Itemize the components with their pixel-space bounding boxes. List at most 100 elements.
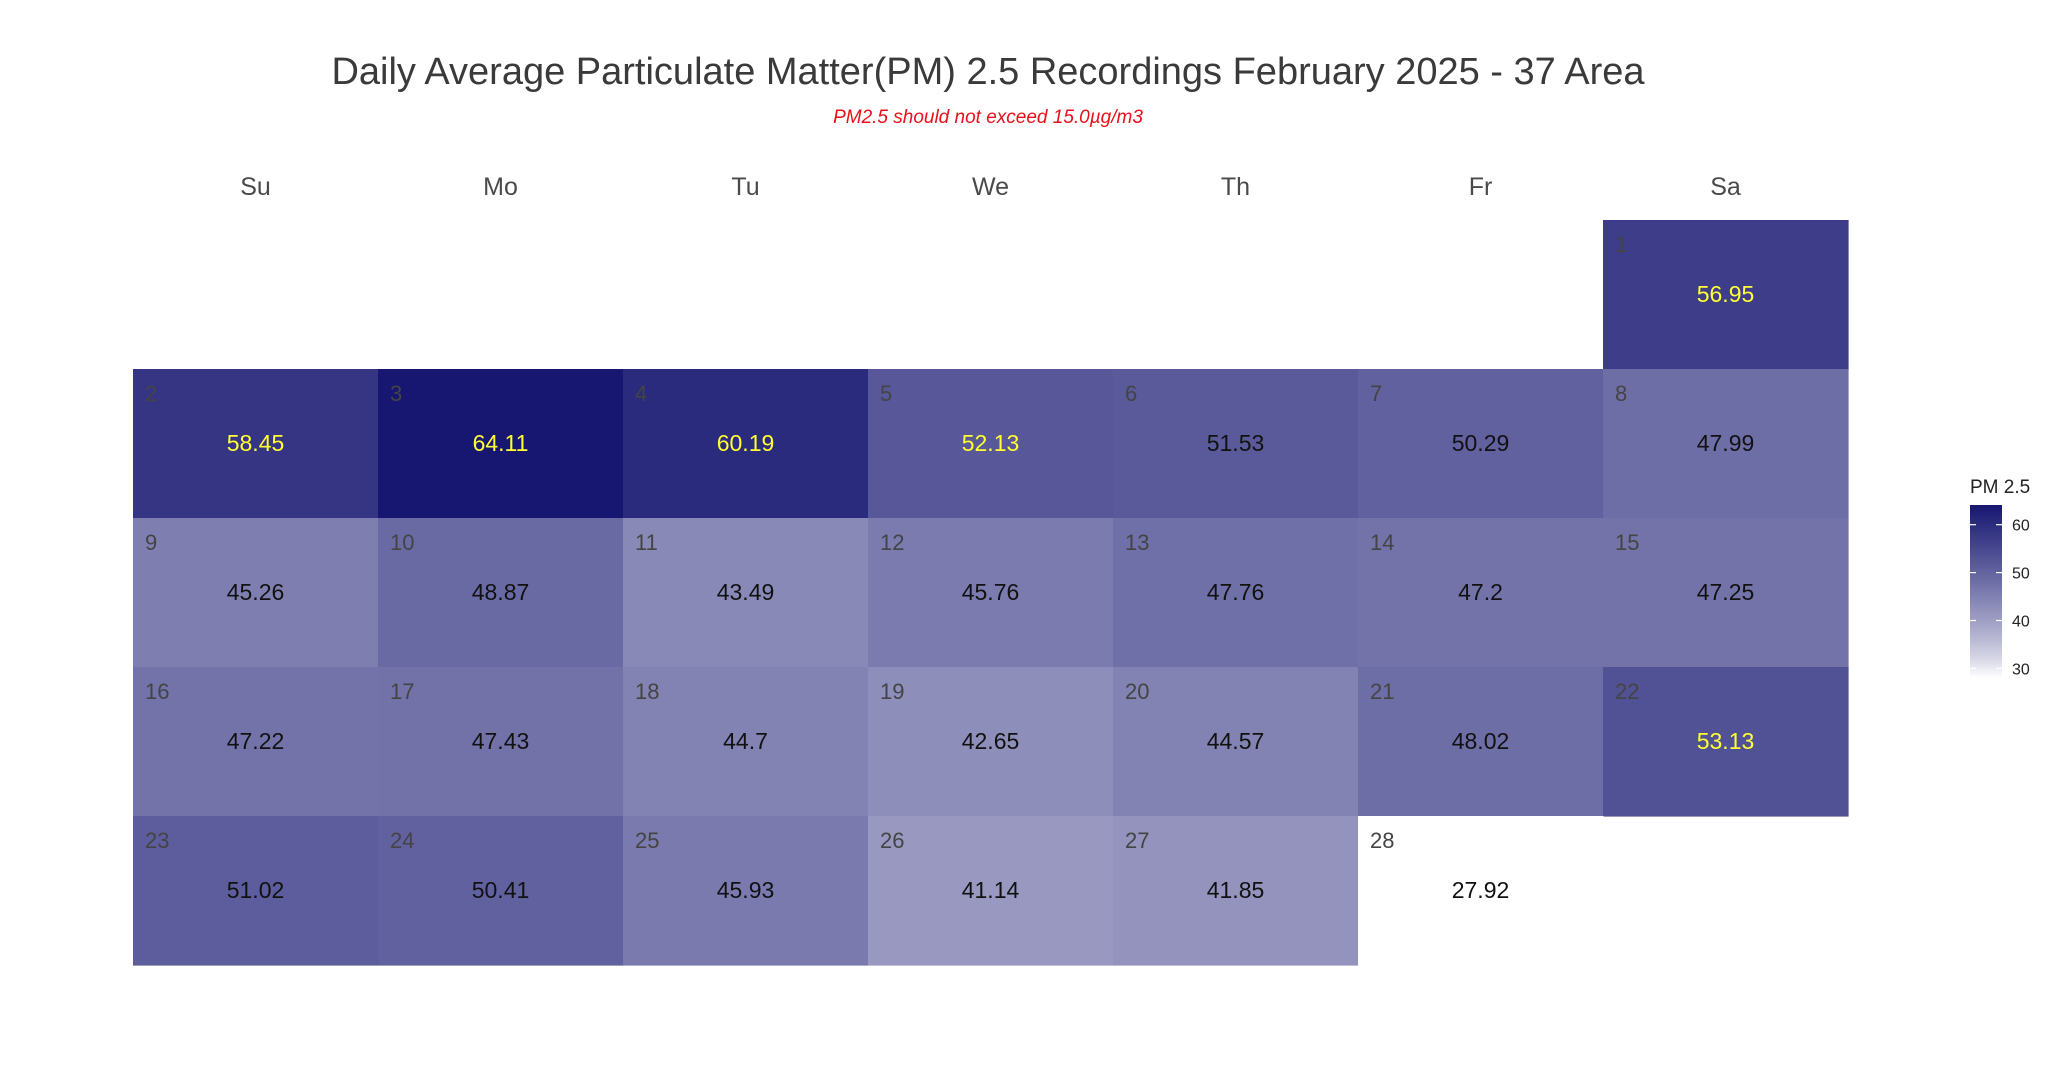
cell-fill bbox=[1358, 816, 1604, 966]
day-number: 20 bbox=[1125, 679, 1149, 704]
calendar-cell-day-3: 364.11 bbox=[378, 369, 624, 519]
weekday-label-th: Th bbox=[1221, 173, 1250, 201]
calendar-cell-day-12: 12 45.76 bbox=[868, 518, 1114, 668]
value-label: 42.65 bbox=[962, 728, 1020, 754]
calendar-cell-day-21: 21 48.02 bbox=[1358, 667, 1604, 817]
cell-fill bbox=[1113, 518, 1359, 668]
cell-fill bbox=[868, 518, 1114, 668]
day-number: 12 bbox=[880, 530, 904, 555]
value-label: 52.13 bbox=[962, 430, 1020, 456]
day-number: 6 bbox=[1125, 381, 1137, 406]
cell-fill bbox=[1603, 369, 1849, 519]
color-legend: PM 2.5 30 40 50 60 bbox=[1970, 477, 2030, 678]
cell-fill bbox=[623, 816, 869, 966]
cell-fill bbox=[1358, 369, 1604, 519]
value-label: 45.76 bbox=[962, 579, 1020, 605]
calendar-cell-day-6: 651.53 bbox=[1113, 369, 1359, 519]
calendar-cell-day-16: 16 47.22 bbox=[133, 667, 379, 817]
cell-fill bbox=[378, 816, 624, 966]
value-label: 47.22 bbox=[227, 728, 285, 754]
day-number: 25 bbox=[635, 828, 659, 853]
calendar-cell-day-4: 460.19 bbox=[623, 369, 869, 519]
calendar-cell-day-5: 552.13 bbox=[868, 369, 1114, 519]
day-number: 21 bbox=[1370, 679, 1394, 704]
calendar-cell-day-22: 22 53.13 bbox=[1603, 667, 1849, 817]
calendar-cell-day-25: 25 45.93 bbox=[623, 816, 869, 966]
value-label: 27.92 bbox=[1452, 877, 1510, 903]
value-label: 41.85 bbox=[1207, 877, 1265, 903]
value-label: 47.2 bbox=[1458, 579, 1503, 605]
value-label: 45.93 bbox=[717, 877, 775, 903]
value-label: 53.13 bbox=[1697, 728, 1755, 754]
calendar-cell-day-8: 847.99 bbox=[1603, 369, 1849, 519]
weekday-label-sa: Sa bbox=[1710, 173, 1741, 201]
day-number: 18 bbox=[635, 679, 659, 704]
cell-fill bbox=[378, 518, 624, 668]
cell-fill bbox=[868, 816, 1114, 966]
value-label: 60.19 bbox=[717, 430, 775, 456]
chart-title: Daily Average Particulate Matter(PM) 2.5… bbox=[331, 51, 1645, 93]
cell-fill bbox=[1358, 518, 1604, 668]
calendar-cell-day-24: 24 50.41 bbox=[378, 816, 624, 966]
day-number: 8 bbox=[1615, 381, 1627, 406]
weekday-label-tu: Tu bbox=[731, 173, 759, 201]
value-label: 47.99 bbox=[1697, 430, 1755, 456]
day-number: 10 bbox=[390, 530, 414, 555]
calendar-cell-day-23: 23 51.02 bbox=[133, 816, 379, 966]
day-number: 17 bbox=[390, 679, 414, 704]
value-label: 43.49 bbox=[717, 579, 775, 605]
value-label: 56.95 bbox=[1697, 281, 1755, 307]
value-label: 45.26 bbox=[227, 579, 285, 605]
calendar-cell-day-14: 14 47.2 bbox=[1358, 518, 1604, 668]
legend-title: PM 2.5 bbox=[1970, 477, 2030, 498]
day-number: 11 bbox=[635, 530, 658, 555]
day-number: 22 bbox=[1615, 679, 1639, 704]
value-label: 48.02 bbox=[1452, 728, 1510, 754]
weekday-header-row: Su Mo Tu We Th Fr Sa bbox=[240, 173, 1741, 201]
chart-subtitle: PM2.5 should not exceed 15.0µg/m3 bbox=[833, 107, 1143, 128]
calendar-cell-day-2: 258.45 bbox=[133, 369, 379, 519]
calendar-cell-day-20: 20 44.57 bbox=[1113, 667, 1359, 817]
calendar-cell-day-9: 945.26 bbox=[133, 518, 379, 668]
day-number: 4 bbox=[635, 381, 647, 406]
calendar-cell-day-18: 18 44.7 bbox=[623, 667, 869, 817]
value-label: 50.29 bbox=[1452, 430, 1510, 456]
legend-tick-label: 60 bbox=[2012, 518, 2030, 535]
cell-fill bbox=[133, 667, 379, 817]
cell-fill bbox=[623, 667, 869, 817]
cell-fill bbox=[1358, 667, 1604, 817]
weekday-label-mo: Mo bbox=[483, 173, 518, 201]
value-label: 47.76 bbox=[1207, 579, 1265, 605]
day-number: 19 bbox=[880, 679, 904, 704]
weekday-label-we: We bbox=[972, 173, 1009, 201]
legend-tick-label: 30 bbox=[2012, 661, 2030, 678]
day-number: 15 bbox=[1615, 530, 1639, 555]
day-number: 28 bbox=[1370, 828, 1394, 853]
value-label: 47.43 bbox=[472, 728, 530, 754]
value-label: 51.02 bbox=[227, 877, 285, 903]
day-number: 13 bbox=[1125, 530, 1149, 555]
cell-fill bbox=[133, 816, 379, 966]
legend-colorbar bbox=[1970, 505, 2002, 678]
day-number: 1 bbox=[1615, 232, 1627, 257]
calendar-cell-day-17: 17 47.43 bbox=[378, 667, 624, 817]
calendar-cell-day-26: 26 41.14 bbox=[868, 816, 1114, 966]
calendar-cell-day-19: 19 42.65 bbox=[868, 667, 1114, 817]
weekday-label-fr: Fr bbox=[1469, 173, 1493, 201]
calendar-cell-day-13: 13 47.76 bbox=[1113, 518, 1359, 668]
value-label: 51.53 bbox=[1207, 430, 1265, 456]
calendar-cell-day-10: 10 48.87 bbox=[378, 518, 624, 668]
calendar-cell-day-7: 750.29 bbox=[1358, 369, 1604, 519]
calendar-cell-day-28: 28 27.92 bbox=[1358, 816, 1604, 966]
legend-tick-label: 40 bbox=[2012, 614, 2030, 631]
cell-fill bbox=[133, 369, 379, 519]
weekday-label-su: Su bbox=[240, 173, 271, 201]
cell-fill bbox=[623, 518, 869, 668]
value-label: 58.45 bbox=[227, 430, 285, 456]
calendar-cell-day-1: 156.95 bbox=[1603, 220, 1849, 370]
calendar-cell-day-27: 27 41.85 bbox=[1113, 816, 1359, 966]
day-number: 27 bbox=[1125, 828, 1149, 853]
day-number: 2 bbox=[145, 381, 157, 406]
cell-fill bbox=[868, 369, 1114, 519]
